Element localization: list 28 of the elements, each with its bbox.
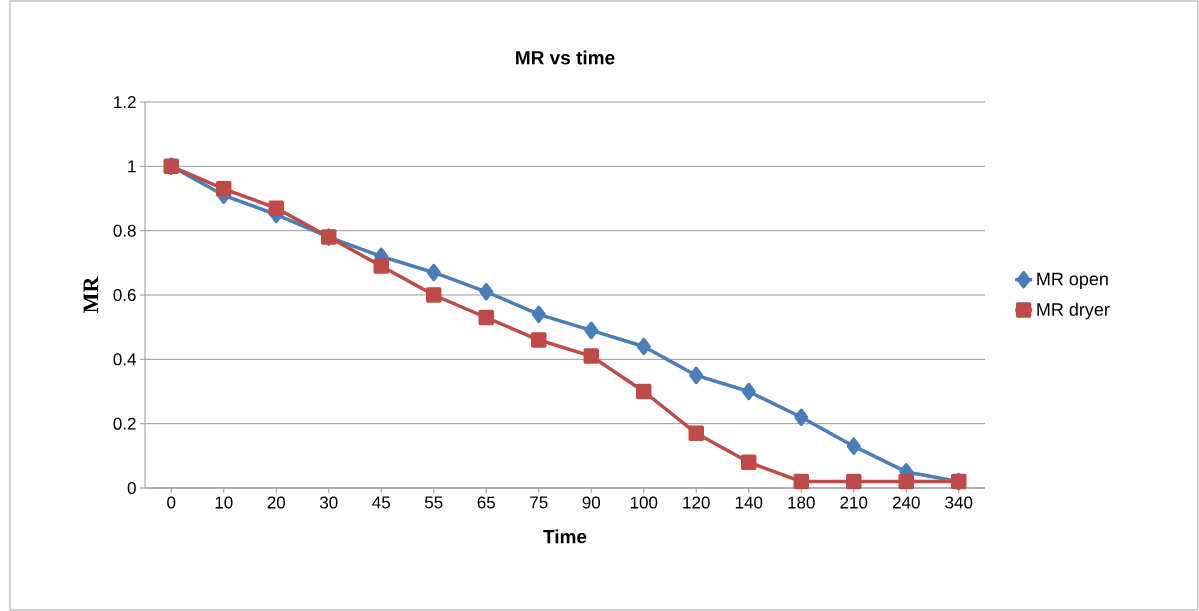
- y-tick-label: 0: [127, 481, 136, 495]
- legend-label: MR dryer: [1037, 302, 1110, 320]
- x-tick-label: 20: [267, 496, 286, 509]
- x-tick-label: 100: [630, 496, 658, 509]
- y-tick-label: 0.4: [113, 353, 136, 366]
- x-tick-label: 55: [424, 496, 443, 509]
- x-tick-label: 180: [788, 496, 815, 509]
- x-axis-title: Time: [543, 529, 587, 544]
- y-tick-label: 0.8: [113, 224, 136, 237]
- x-tick-label: 140: [735, 496, 763, 509]
- x-tick-label: 340: [945, 496, 973, 509]
- legend-label: MR open: [1037, 272, 1108, 289]
- x-tick-label: 10: [215, 496, 233, 509]
- y-tick-label: 1: [128, 160, 136, 173]
- chart-title: MR vs time: [516, 50, 615, 65]
- x-tick-label: 30: [319, 496, 338, 509]
- x-tick-label: 240: [892, 496, 920, 509]
- y-tick-label: 0.6: [113, 288, 136, 302]
- y-tick-label: 0.2: [113, 417, 136, 430]
- x-tick-label: 210: [840, 496, 868, 509]
- x-tick-label: 120: [683, 496, 710, 509]
- y-tick-label: 1.2: [114, 96, 136, 108]
- x-tick-label: 90: [582, 496, 601, 509]
- x-tick-label: 75: [530, 496, 548, 509]
- x-tick-label: 65: [477, 496, 495, 509]
- y-axis-title: MR: [83, 276, 99, 313]
- x-tick-label: 0: [167, 496, 176, 509]
- x-tick-label: 45: [372, 496, 390, 509]
